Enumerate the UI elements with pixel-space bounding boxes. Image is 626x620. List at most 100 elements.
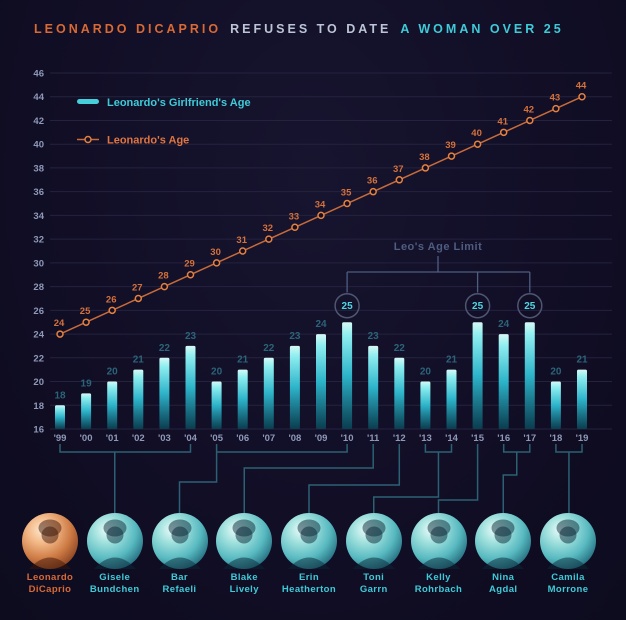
girlfriend-age-bar xyxy=(55,405,65,429)
girlfriend-age-value: 21 xyxy=(133,355,145,366)
x-tick-label: '15 xyxy=(471,433,485,444)
leo-age-value: 42 xyxy=(524,104,535,115)
girlfriend-age-bar-series: 18 19 20 21 22 23 20 21 22 23 24 25 23 22 20 21 25 24 25 20… xyxy=(54,292,588,429)
age-limit-circle xyxy=(517,292,543,319)
y-tick-label: 40 xyxy=(33,140,44,151)
leo-age-marker xyxy=(369,187,377,196)
girlfriend-age-bar xyxy=(159,357,170,429)
legend-girlfriend-label: Leonardo's Girlfriend's Age xyxy=(107,97,251,109)
x-tick-label: '09 xyxy=(315,433,328,444)
leo-age-marker xyxy=(447,152,456,160)
girlfriend-age-value: 22 xyxy=(159,343,171,354)
leo-age-marker xyxy=(160,282,169,291)
leo-age-value: 26 xyxy=(106,294,117,305)
x-tick-label: '00 xyxy=(80,433,93,444)
girlfriend-age-bar xyxy=(263,357,274,429)
leo-age-marker xyxy=(499,128,508,137)
y-tick-label: 46 xyxy=(33,69,44,80)
y-tick-label: 16 xyxy=(33,425,44,436)
leo-age-value: 24 xyxy=(54,318,65,329)
age-limit-bracket xyxy=(346,256,531,293)
girlfriend-age-value-circled: 25 xyxy=(472,301,484,312)
leo-age-value: 43 xyxy=(550,93,561,104)
person-silhouette-icon xyxy=(158,519,201,569)
photo-morrone xyxy=(540,513,596,569)
page-title: LEONARDO DICAPRIO REFUSES TO DATE A WOMA… xyxy=(34,22,564,36)
leo-age-value: 39 xyxy=(445,140,456,151)
girlfriend-age-bar xyxy=(185,345,196,429)
girlfriend-age-value: 19 xyxy=(81,378,93,389)
leo-age-value: 35 xyxy=(341,188,352,199)
leo-age-marker xyxy=(473,140,482,148)
connector-heatherton xyxy=(308,444,401,513)
girlfriend-age-value: 20 xyxy=(550,367,562,378)
leo-age-value: 28 xyxy=(158,271,169,282)
girlfriend-age-value-circled: 25 xyxy=(524,301,536,312)
person-name-garrn: Toni Garrn xyxy=(359,572,388,596)
girlfriend-age-bar xyxy=(342,322,353,429)
x-tick-label: '06 xyxy=(236,433,249,444)
leo-age-marker xyxy=(291,223,299,232)
leo-age-marker xyxy=(82,318,90,326)
year-to-person-connectors xyxy=(59,444,583,513)
x-tick-label: '04 xyxy=(184,433,198,444)
person-silhouette-icon xyxy=(417,519,460,569)
leo-age-value: 29 xyxy=(184,259,195,270)
leo-age-marker xyxy=(421,164,430,172)
girlfriend-age-value: 24 xyxy=(498,319,510,330)
leo-age-value: 30 xyxy=(210,247,221,258)
age-limit-label: Leo's Age Limit xyxy=(394,241,483,253)
leo-age-value: 44 xyxy=(576,81,587,92)
person-silhouette-icon xyxy=(29,519,71,569)
connector-agdal xyxy=(502,444,531,513)
x-tick-label: '19 xyxy=(576,433,589,444)
leo-age-marker xyxy=(134,294,143,303)
girlfriend-age-bar xyxy=(550,381,561,429)
person-silhouette-icon xyxy=(547,519,589,569)
x-tick-label: '17 xyxy=(523,433,536,444)
leo-age-value: 40 xyxy=(471,128,482,139)
person-silhouette-icon xyxy=(93,519,136,569)
leo-age-value: 41 xyxy=(497,116,508,127)
leo-age-marker xyxy=(238,247,247,255)
photo-rohrbach xyxy=(410,513,467,569)
gridlines xyxy=(50,72,612,430)
connector-garrn xyxy=(373,444,453,513)
y-tick-label: 28 xyxy=(33,282,44,293)
girlfriend-age-bar xyxy=(107,381,118,429)
leo-age-marker xyxy=(265,235,273,243)
person-name-agdal: Nina Agdal xyxy=(489,572,518,596)
leo-age-value: 34 xyxy=(315,199,326,210)
girlfriend-age-bar xyxy=(289,345,300,429)
leo-age-marker xyxy=(186,270,195,279)
girlfriend-age-bar xyxy=(446,369,457,429)
leo-age-value: 32 xyxy=(263,223,274,234)
girlfriend-age-bar xyxy=(211,381,222,429)
x-tick-label: '16 xyxy=(497,433,510,444)
connector-bundchen xyxy=(59,444,192,513)
leo-age-value: 27 xyxy=(132,282,143,293)
girlfriend-age-bar xyxy=(420,381,431,429)
title-leonardo: LEONARDO DICAPRIO xyxy=(34,22,222,36)
y-tick-label: 38 xyxy=(33,163,44,174)
girlfriend-age-value-circled: 25 xyxy=(342,301,354,312)
connector-refaeli xyxy=(178,444,348,513)
age-limit-circle xyxy=(334,292,360,319)
leo-age-marker xyxy=(578,92,586,101)
girlfriend-age-value: 21 xyxy=(576,355,588,366)
person-silhouette-icon xyxy=(223,519,266,569)
photo-heatherton xyxy=(281,513,337,569)
y-tick-label: 24 xyxy=(33,330,44,341)
girlfriend-age-value: 22 xyxy=(263,343,275,354)
connector-lively xyxy=(243,444,374,513)
leo-age-marker xyxy=(395,176,404,184)
girlfriend-age-value: 21 xyxy=(237,355,249,366)
connector-rohrbach xyxy=(437,444,479,513)
girlfriend-age-value: 20 xyxy=(107,367,119,378)
x-tick-label: '14 xyxy=(445,433,459,444)
person-silhouette-icon xyxy=(352,519,395,569)
person-silhouette-icon xyxy=(288,519,330,569)
x-tick-label: '08 xyxy=(288,433,301,444)
